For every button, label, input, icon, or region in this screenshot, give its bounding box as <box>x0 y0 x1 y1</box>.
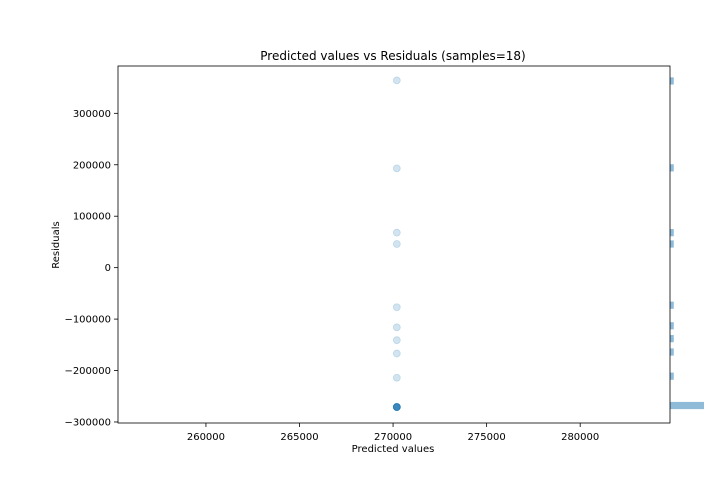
y-tick-label: 200000 <box>73 160 111 171</box>
scatter-point <box>392 403 401 411</box>
x-axis-label: Predicted values <box>352 444 435 455</box>
x-tick-label: 275000 <box>468 432 506 443</box>
x-tick-label: 280000 <box>561 432 599 443</box>
scatter-point <box>392 403 401 411</box>
scatter-point <box>392 228 401 237</box>
y-tick-label: −100000 <box>64 315 111 326</box>
scatter-point <box>392 323 401 332</box>
chart-title: Predicted values vs Residuals (samples=1… <box>260 49 525 63</box>
histogram-bar <box>670 322 674 330</box>
y-tick-label: −200000 <box>64 366 111 377</box>
y-tick-label: 0 <box>105 263 111 274</box>
histogram-bar <box>670 77 674 85</box>
scatter-point <box>392 403 401 411</box>
scatter-point <box>392 76 401 85</box>
scatter-point <box>392 403 401 411</box>
scatter-point <box>392 303 401 312</box>
histogram-bar <box>670 401 704 410</box>
x-tick-label: 260000 <box>187 432 225 443</box>
y-tick-label: 300000 <box>73 109 111 120</box>
scatter-point <box>392 403 401 411</box>
scatter-point <box>392 336 401 345</box>
y-tick-label: 100000 <box>73 212 111 223</box>
x-tick-label: 270000 <box>374 432 412 443</box>
scatter-point <box>392 403 401 411</box>
scatter-point <box>392 240 401 248</box>
plot-frame <box>117 65 671 424</box>
scatter-point <box>392 373 401 382</box>
x-tick-label: 265000 <box>280 432 318 443</box>
histogram-bar <box>670 348 674 356</box>
histogram-bar <box>670 229 674 237</box>
scatter-point <box>392 349 401 358</box>
histogram-bar <box>670 335 674 343</box>
histogram-bar <box>670 240 674 248</box>
y-axis-label: Residuals <box>51 221 62 268</box>
scatter-point <box>392 164 401 173</box>
scatter-point <box>392 403 401 411</box>
histogram-bar <box>670 301 674 309</box>
y-tick-label: −300000 <box>64 417 111 428</box>
scatter-point <box>392 403 401 411</box>
scatter-point <box>392 403 401 411</box>
histogram-bar <box>670 164 674 172</box>
histogram-bar <box>670 372 674 380</box>
